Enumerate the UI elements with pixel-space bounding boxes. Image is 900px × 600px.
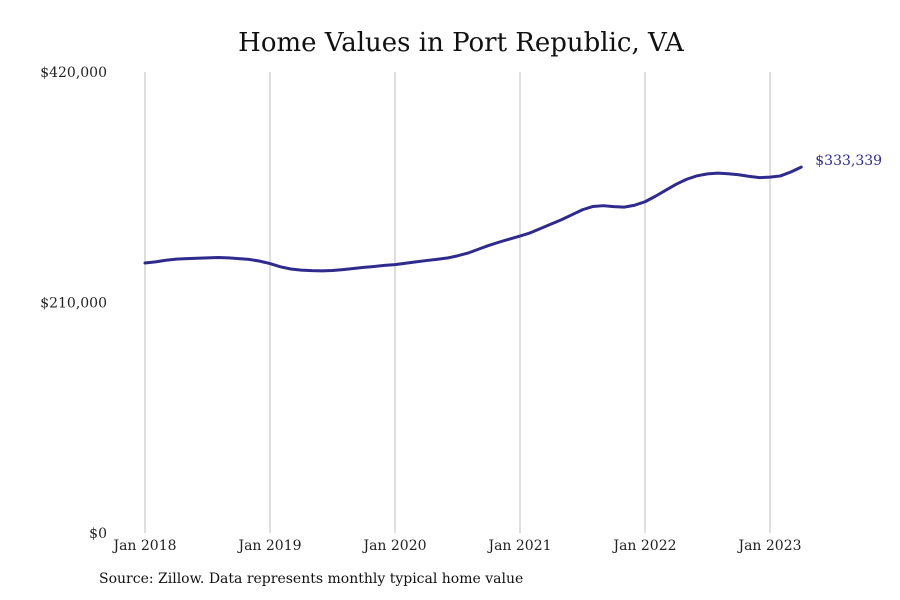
y-tick-label: $0	[89, 526, 107, 542]
x-tick-label: Jan 2018	[111, 538, 176, 554]
y-tick-label: $420,000	[40, 65, 107, 81]
x-tick-label: Jan 2021	[486, 538, 551, 554]
gridlines	[144, 72, 771, 533]
x-tick-label: Jan 2019	[236, 538, 301, 554]
series-layer: $333,339	[143, 153, 882, 273]
y-axis-tick-labels: $0 $210,000 $420,000	[40, 65, 107, 542]
x-tick-label: Jan 2022	[611, 538, 676, 554]
series-line	[143, 165, 803, 273]
chart-title: Home Values in Port Republic, VA	[238, 28, 685, 58]
x-tick-label: Jan 2023	[736, 538, 801, 554]
x-tick-label: Jan 2020	[361, 538, 426, 554]
series-end-value-label: $333,339	[815, 153, 882, 169]
source-note: Source: Zillow. Data represents monthly …	[99, 571, 524, 587]
y-tick-label: $210,000	[40, 296, 107, 312]
x-axis-tick-labels: Jan 2018 Jan 2019 Jan 2020 Jan 2021 Jan 2022…	[111, 538, 801, 554]
